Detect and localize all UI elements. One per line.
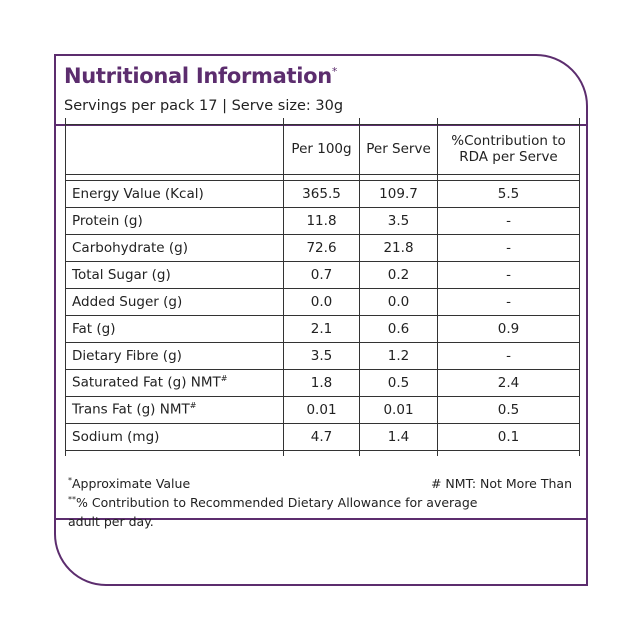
value-rda: - (437, 206, 580, 235)
nutrient-name: Total Sugar (g) (65, 260, 284, 289)
value-rda: 0.9 (437, 314, 580, 343)
table-row: Added Suger (g) 0.0 0.0- (65, 287, 580, 316)
nutrient-name: Energy Value (Kcal) (65, 179, 284, 208)
value-per-100g: 0.0 (283, 287, 360, 316)
value-per-serve: 0.5 (359, 368, 438, 397)
table-row: Dietary Fibre (g) 3.5 1.2- (65, 341, 580, 370)
value-per-100g: 2.1 (283, 314, 360, 343)
header-per-100g: Per 100g (283, 123, 360, 175)
header-rda-line1: %Contribution to (451, 133, 566, 149)
value-per-100g: 0.7 (283, 260, 360, 289)
nmt-mark: # (220, 374, 228, 384)
nutrient-name: Saturated Fat (g) NMT# (65, 368, 284, 397)
table-row: Carbohydrate (g) 72.6 21.8- (65, 233, 580, 262)
value-per-100g: 72.6 (283, 233, 360, 262)
nutrient-name: Carbohydrate (g) (65, 233, 284, 262)
header-rda: %Contribution to RDA per Serve (437, 123, 580, 175)
nmt-mark: # (189, 401, 197, 411)
nutrition-table: Per 100g Per Serve %Contribution to RDA … (65, 118, 580, 456)
footnote-nmt: # NMT: Not More Than (430, 476, 572, 491)
nutrient-name: Sodium (mg) (65, 422, 284, 451)
nutrition-panel: Nutritional Information* Servings per pa… (54, 54, 588, 586)
value-per-100g: 365.5 (283, 179, 360, 208)
nutrient-name: Added Suger (g) (65, 287, 284, 316)
header-rda-line2: RDA per Serve (459, 149, 558, 165)
header-per-serve: Per Serve (359, 123, 438, 175)
value-per-100g: 11.8 (283, 206, 360, 235)
value-rda: 0.5 (437, 395, 580, 424)
value-rda: - (437, 260, 580, 289)
value-rda: - (437, 341, 580, 370)
value-rda: 2.4 (437, 368, 580, 397)
table-spacer (65, 450, 580, 456)
table-row: Fat (g) 2.1 0.6 0.9 (65, 314, 580, 343)
value-rda: 5.5 (437, 179, 580, 208)
table-row: Energy Value (Kcal) 365.5 109.7 5.5 (65, 179, 580, 208)
value-per-serve: 3.5 (359, 206, 438, 235)
title-footnote-mark: * (331, 65, 338, 78)
nutrient-name: Dietary Fibre (g) (65, 341, 284, 370)
table-spacer (65, 174, 580, 180)
value-per-100g: 4.7 (283, 422, 360, 451)
table-row: Protein (g) 11.8 3.5- (65, 206, 580, 235)
value-rda: 0.1 (437, 422, 580, 451)
serving-info: Servings per pack 17 | Serve size: 30g (64, 98, 344, 114)
value-per-serve: 0.0 (359, 287, 438, 316)
value-per-100g: 0.01 (283, 395, 360, 424)
footnote-rda: **% Contribution to Recommended Dietary … (68, 495, 478, 511)
value-per-serve: 1.2 (359, 341, 438, 370)
value-per-serve: 0.2 (359, 260, 438, 289)
table-spacer (65, 118, 580, 124)
table-row: Total Sugar (g) 0.7 0.2- (65, 260, 580, 289)
value-per-serve: 0.6 (359, 314, 438, 343)
nutrient-name: Trans Fat (g) NMT# (65, 395, 284, 424)
value-per-serve: 1.4 (359, 422, 438, 451)
panel-title: Nutritional Information* (64, 64, 338, 88)
footnote-rda-continued: adult per day. (68, 514, 154, 529)
table-row: Saturated Fat (g) NMT# 1.8 0.5 2.4 (65, 368, 580, 397)
footnote-approx: *Approximate Value (68, 476, 191, 492)
value-per-serve: 0.01 (359, 395, 438, 424)
table-row: Sodium (mg) 4.7 1.4 0.1 (65, 422, 580, 451)
nutrient-name: Fat (g) (65, 314, 284, 343)
value-per-100g: 3.5 (283, 341, 360, 370)
value-per-100g: 1.8 (283, 368, 360, 397)
value-rda: - (437, 233, 580, 262)
header-nutrient (65, 123, 284, 175)
table-header-row: Per 100g Per Serve %Contribution to RDA … (65, 123, 580, 175)
value-per-serve: 109.7 (359, 179, 438, 208)
nutrient-name: Protein (g) (65, 206, 284, 235)
value-rda: - (437, 287, 580, 316)
table-row: Trans Fat (g) NMT# 0.01 0.01 0.5 (65, 395, 580, 424)
value-per-serve: 21.8 (359, 233, 438, 262)
